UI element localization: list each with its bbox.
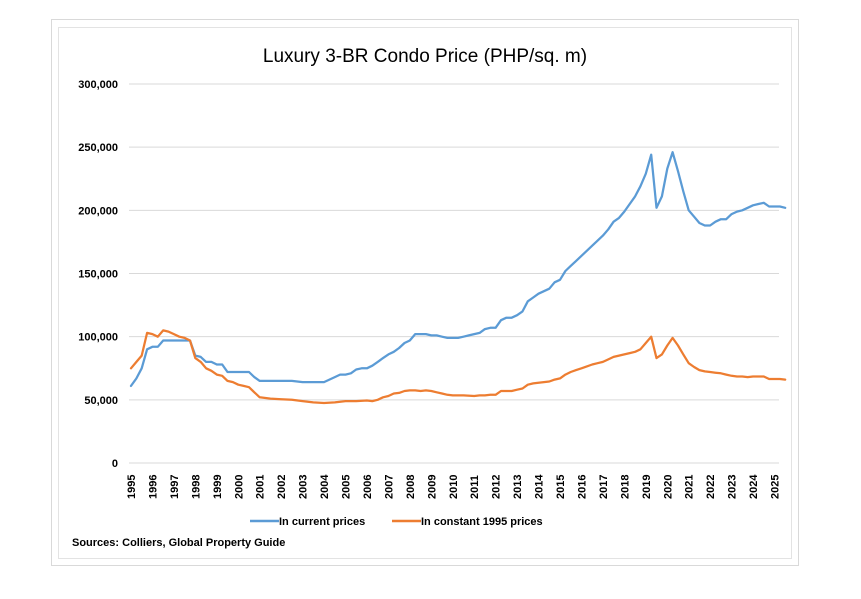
x-tick-label: 1997 [169, 475, 181, 499]
source-note: Sources: Colliers, Global Property Guide [72, 537, 285, 549]
x-tick-label: 2002 [276, 475, 288, 499]
x-tick-label: 2007 [383, 475, 395, 499]
y-tick-label: 150,000 [78, 269, 118, 281]
x-tick-label: 2005 [341, 475, 353, 499]
x-tick-label: 2012 [491, 475, 503, 499]
x-tick-label: 2009 [426, 475, 438, 499]
chart-area [58, 27, 792, 559]
x-tick-label: 2013 [512, 475, 524, 499]
x-tick-label: 2025 [770, 475, 782, 499]
y-axis: 0 50,000 100,000 150,000 200,000 250,000 300,0… [78, 79, 118, 470]
x-tick-label: 2024 [748, 474, 760, 499]
x-tick-label: 2016 [576, 475, 588, 499]
x-tick-label: 2023 [727, 475, 739, 499]
x-tick-label: 2018 [619, 475, 631, 499]
legend-label-current: In current prices [279, 516, 365, 528]
gridlines [129, 83, 779, 464]
legend: In current prices In constant 1995 price… [250, 516, 543, 528]
series-line-constant-1995-prices [129, 329, 787, 405]
series-line-current-prices [129, 151, 787, 388]
x-tick-label: 2001 [255, 475, 267, 499]
chart-title: Luxury 3-BR Condo Price (PHP/sq. m) [263, 46, 587, 67]
x-tick-label: 2021 [684, 475, 696, 499]
y-tick-label: 50,000 [84, 395, 118, 407]
x-tick-label: 2017 [598, 475, 610, 499]
x-tick-label: 2004 [319, 474, 331, 499]
legend-label-constant: In constant 1995 prices [421, 516, 543, 528]
x-tick-label: 2020 [662, 475, 674, 499]
x-tick-label: 1996 [147, 475, 159, 499]
x-tick-label: 2003 [298, 475, 310, 499]
x-tick-label: 2022 [705, 475, 717, 499]
y-tick-label: 0 [112, 458, 118, 470]
x-tick-label: 2019 [641, 475, 653, 499]
x-tick-label: 2011 [469, 475, 481, 499]
x-tick-label: 1998 [190, 475, 202, 499]
y-tick-label: 250,000 [78, 142, 118, 154]
x-tick-label: 2008 [405, 475, 417, 499]
x-tick-label: 2015 [555, 475, 567, 499]
x-tick-label: 2006 [362, 475, 374, 499]
x-tick-label: 1995 [126, 475, 138, 499]
x-tick-label: 2000 [233, 475, 245, 499]
x-tick-label: 2010 [448, 475, 460, 499]
y-tick-label: 300,000 [78, 79, 118, 91]
x-tick-label: 2014 [534, 474, 546, 499]
series-lines [129, 151, 787, 405]
x-axis: 1995 1996 1997 1998 1999 2000 2001 2002 2003 2004… [126, 474, 782, 499]
y-tick-label: 100,000 [78, 332, 118, 344]
y-tick-label: 200,000 [78, 205, 118, 217]
x-tick-label: 1999 [212, 475, 224, 499]
